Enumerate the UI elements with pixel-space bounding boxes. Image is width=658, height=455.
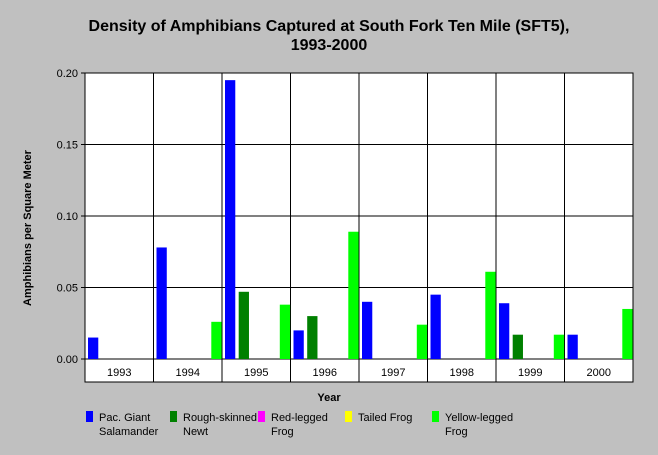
x-tick-label: 2000	[587, 367, 611, 379]
bar	[362, 301, 373, 359]
chart-subtitle: 1993-2000	[290, 37, 368, 54]
y-tick-label: 0.20	[57, 68, 78, 80]
y-tick-label: 0.05	[57, 283, 78, 295]
legend-swatch	[170, 411, 177, 422]
legend-swatch	[258, 411, 265, 422]
legend-label: Yellow-legged Frog	[445, 412, 514, 438]
x-axis-label: Year	[317, 392, 341, 404]
legend-swatch	[432, 411, 439, 422]
legend-swatch	[345, 411, 352, 422]
y-tick-label: 0.15	[57, 140, 78, 152]
legend-label: Rough-skinned Newt	[183, 412, 257, 438]
bar	[416, 324, 428, 359]
x-tick-label: 1996	[313, 367, 337, 379]
bar	[279, 304, 291, 359]
x-tick-label: 1998	[450, 367, 474, 379]
legend-swatch	[86, 411, 93, 422]
bar	[567, 334, 578, 359]
bar	[430, 294, 441, 359]
bar	[553, 334, 565, 359]
bar	[211, 321, 222, 359]
bar	[156, 247, 167, 359]
bar	[622, 308, 633, 359]
x-tick-label: 1995	[244, 367, 268, 379]
chart-title: Density of Amphibians Captured at South …	[88, 18, 570, 35]
bar	[88, 337, 99, 359]
x-tick-label: 1997	[381, 367, 405, 379]
legend-label: Tailed Frog	[358, 412, 413, 424]
bar	[225, 80, 236, 360]
x-tick-label: 1993	[107, 367, 131, 379]
plot-border	[84, 72, 634, 383]
bar	[307, 316, 318, 359]
legend-label: Red-legged Frog	[271, 412, 328, 438]
bar	[238, 291, 249, 359]
y-tick-label: 0.10	[57, 211, 78, 223]
x-tick-label: 1999	[518, 367, 542, 379]
bar	[512, 334, 523, 359]
bar	[485, 271, 496, 359]
bar	[499, 303, 510, 359]
y-axis-label: Amphibians per Square Meter	[22, 150, 34, 306]
bar	[348, 231, 359, 359]
y-tick-label: 0.00	[57, 354, 78, 366]
x-tick-label: 1994	[176, 367, 200, 379]
bar	[293, 330, 304, 359]
legend-label: Pac. Giant Salamander	[99, 412, 159, 438]
